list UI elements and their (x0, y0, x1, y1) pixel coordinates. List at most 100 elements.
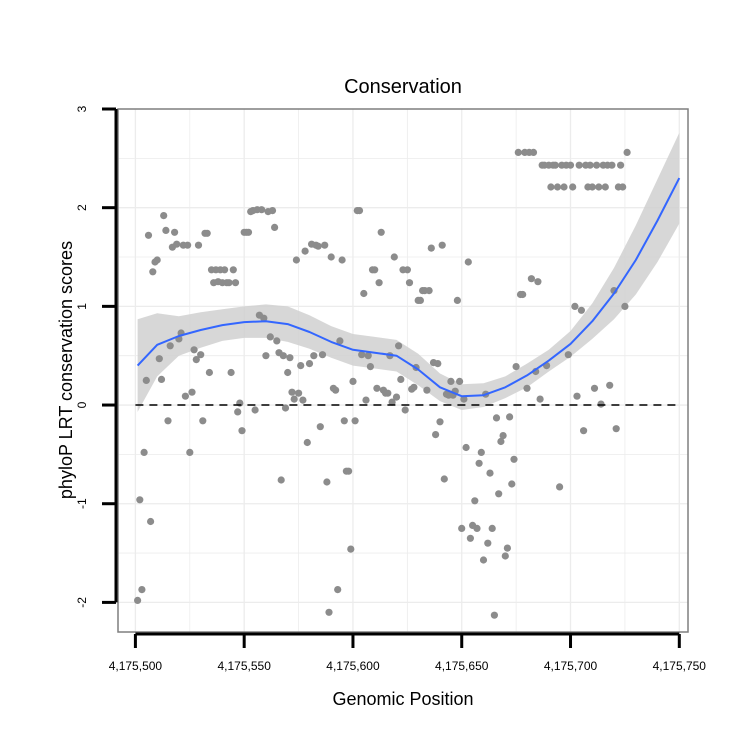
data-point (277, 476, 285, 484)
data-point (373, 384, 381, 392)
data-points (134, 148, 631, 619)
data-point (351, 417, 359, 425)
data-point (619, 183, 627, 191)
data-point (601, 183, 609, 191)
data-point (536, 395, 544, 403)
data-point (503, 544, 511, 552)
data-point (171, 228, 179, 236)
data-point (334, 586, 342, 594)
y-tick-label: 0 (75, 401, 89, 408)
x-tick-label: 4,175,550 (217, 659, 271, 673)
data-point (225, 279, 233, 287)
data-point (392, 393, 401, 401)
data-point (347, 545, 355, 553)
data-point (286, 354, 294, 362)
data-point (423, 386, 431, 394)
data-point (388, 398, 396, 406)
data-point (471, 497, 479, 505)
data-point (299, 396, 307, 404)
data-point (617, 161, 625, 169)
confidence-band-group (137, 132, 680, 412)
data-point (227, 368, 235, 377)
data-point (262, 352, 270, 360)
data-point (181, 392, 189, 400)
x-tick-label: 4,175,750 (653, 659, 707, 673)
data-point (157, 375, 166, 383)
data-point (260, 314, 268, 322)
chart-title: Conservation (344, 76, 462, 98)
data-point (434, 360, 442, 368)
data-point (510, 455, 518, 463)
data-point (508, 480, 516, 488)
smooth-line-group (136, 177, 681, 398)
data-point (271, 223, 279, 231)
x-axis-title: Genomic Position (332, 689, 473, 709)
data-point (606, 381, 614, 389)
data-point (279, 352, 287, 360)
data-point (364, 352, 372, 360)
data-point (436, 418, 444, 426)
data-point (410, 383, 418, 391)
data-point (166, 342, 174, 350)
data-point (203, 229, 211, 237)
data-point (366, 363, 374, 371)
data-point (349, 377, 357, 385)
data-point (458, 524, 466, 533)
data-point (155, 355, 163, 363)
data-point (266, 333, 274, 341)
y-tick-label: -2 (75, 597, 89, 608)
data-point (134, 596, 142, 605)
x-tick-label: 4,175,600 (326, 659, 380, 673)
data-point (186, 448, 194, 456)
data-point (318, 351, 327, 359)
data-point (164, 417, 172, 425)
data-point (495, 490, 503, 498)
data-point (580, 427, 588, 435)
y-axis-title: phyloP LRT conservation scores (56, 241, 76, 499)
data-point (390, 253, 398, 261)
data-point (332, 386, 340, 394)
data-point (371, 266, 379, 274)
y-tick-label: 2 (75, 204, 89, 211)
data-point (621, 302, 629, 310)
data-point (384, 389, 392, 397)
data-point (314, 242, 322, 250)
data-point (577, 306, 586, 314)
data-point (447, 377, 455, 385)
data-point (229, 266, 237, 274)
panel-border (117, 108, 689, 633)
data-point (551, 161, 559, 169)
data-point (464, 258, 472, 266)
data-point (432, 431, 440, 439)
data-point (327, 253, 335, 261)
data-point (188, 388, 196, 396)
data-point (197, 351, 205, 359)
data-point (297, 362, 305, 370)
data-point (140, 448, 148, 456)
data-point (305, 360, 314, 368)
data-point (460, 395, 468, 403)
data-point (184, 241, 192, 249)
data-point (268, 207, 277, 215)
data-point (149, 268, 157, 276)
x-tick-label: 4,175,650 (435, 659, 489, 673)
data-point (405, 279, 414, 287)
data-point (338, 256, 346, 264)
data-point (575, 161, 583, 169)
data-point (251, 406, 259, 414)
data-point (340, 417, 348, 425)
data-point (512, 363, 520, 371)
data-point (173, 240, 181, 248)
confidence-band (137, 132, 680, 412)
data-point (144, 231, 153, 239)
data-point (475, 459, 483, 467)
data-point (523, 384, 531, 392)
data-point (612, 425, 620, 433)
data-point (395, 342, 403, 350)
axes: 4,175,500 4,175,550 4,175,600 4,175,650 4,17… (75, 105, 706, 673)
data-point (160, 212, 168, 220)
data-point (162, 226, 170, 234)
data-point (590, 384, 599, 392)
data-point (310, 352, 318, 360)
